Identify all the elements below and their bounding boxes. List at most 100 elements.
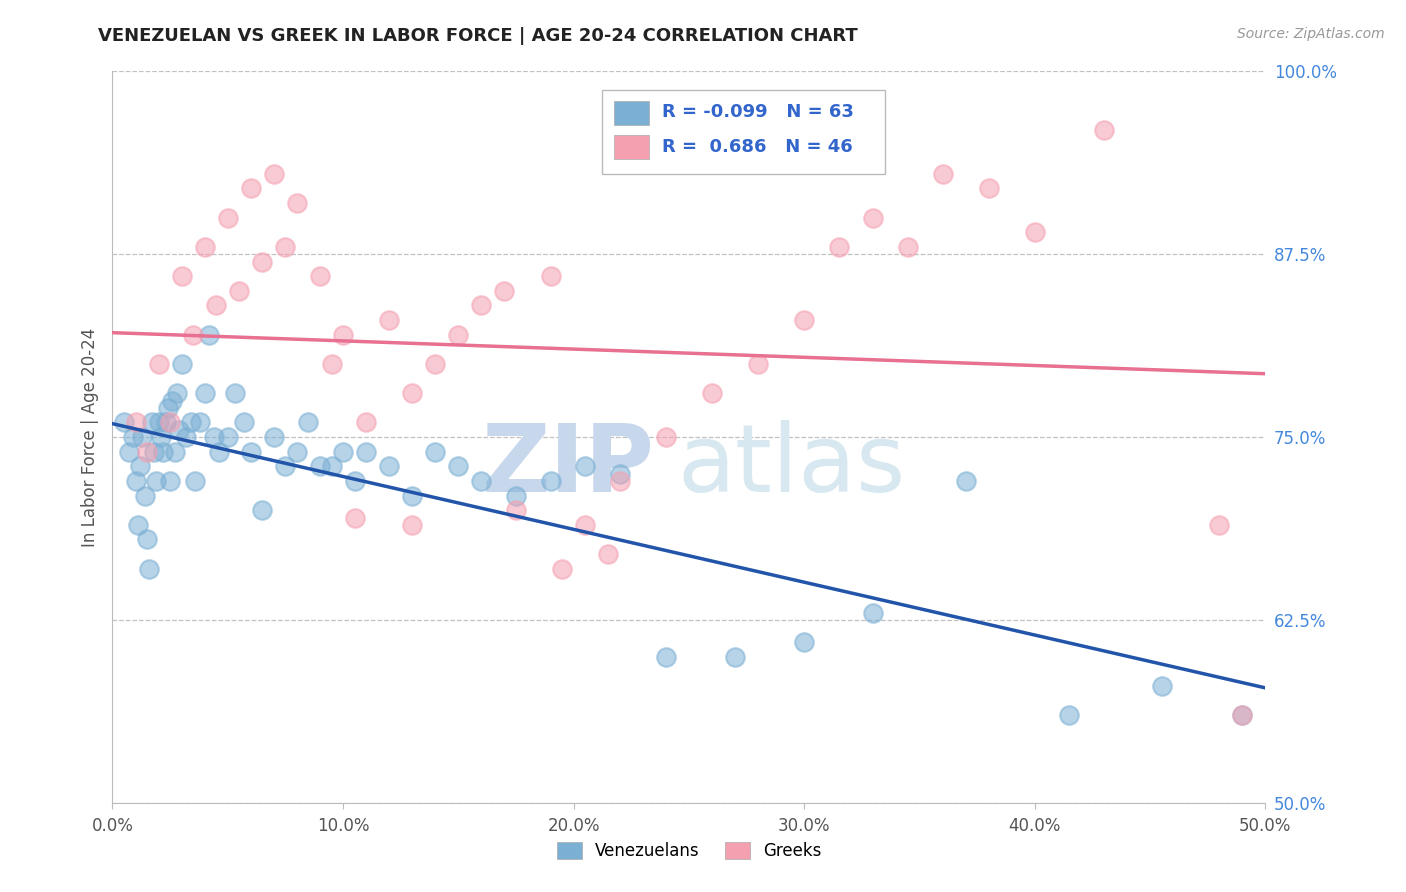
Point bbox=[232, 416, 254, 430]
Point bbox=[252, 503, 274, 517]
Point bbox=[655, 430, 678, 444]
Point bbox=[145, 474, 167, 488]
Point bbox=[117, 444, 139, 458]
Point bbox=[1232, 708, 1254, 723]
Point bbox=[609, 474, 631, 488]
Point bbox=[354, 416, 377, 430]
Point bbox=[470, 474, 492, 488]
Point bbox=[224, 386, 246, 401]
Point bbox=[159, 474, 181, 488]
Point bbox=[134, 489, 156, 503]
Text: R =  0.686   N = 46: R = 0.686 N = 46 bbox=[662, 137, 853, 156]
Point bbox=[155, 416, 177, 430]
Point bbox=[793, 635, 815, 649]
Point bbox=[598, 547, 620, 561]
Point bbox=[977, 181, 1000, 195]
Point bbox=[828, 240, 851, 254]
FancyBboxPatch shape bbox=[603, 90, 884, 174]
Point bbox=[138, 562, 160, 576]
Point bbox=[274, 240, 297, 254]
Point bbox=[202, 430, 225, 444]
Point bbox=[274, 459, 297, 474]
Point bbox=[148, 357, 170, 371]
Point bbox=[188, 416, 211, 430]
Point bbox=[184, 474, 207, 488]
Point bbox=[1150, 679, 1173, 693]
Point bbox=[141, 416, 163, 430]
Point bbox=[217, 430, 239, 444]
Point bbox=[297, 416, 319, 430]
Point bbox=[494, 284, 516, 298]
Point bbox=[198, 327, 221, 342]
Point bbox=[263, 167, 285, 181]
Point bbox=[285, 196, 308, 211]
Point bbox=[181, 327, 204, 342]
Point bbox=[136, 444, 159, 458]
Point bbox=[169, 423, 191, 437]
Point bbox=[447, 327, 470, 342]
Point bbox=[309, 269, 332, 284]
Point bbox=[217, 211, 239, 225]
Point bbox=[700, 386, 723, 401]
Point bbox=[747, 357, 769, 371]
Point bbox=[505, 489, 527, 503]
Point bbox=[180, 416, 202, 430]
Point bbox=[127, 517, 149, 532]
Point bbox=[205, 298, 228, 312]
Point bbox=[143, 444, 166, 458]
Point bbox=[174, 430, 197, 444]
Point bbox=[354, 444, 377, 458]
Point bbox=[540, 474, 562, 488]
Point bbox=[574, 459, 596, 474]
Point bbox=[228, 284, 250, 298]
Point bbox=[152, 444, 174, 458]
Point bbox=[124, 474, 146, 488]
Point bbox=[332, 327, 354, 342]
Point bbox=[166, 386, 188, 401]
Point bbox=[1232, 708, 1254, 723]
Point bbox=[321, 459, 343, 474]
Bar bbox=[614, 101, 648, 125]
Point bbox=[163, 444, 186, 458]
Point bbox=[1059, 708, 1081, 723]
Point bbox=[170, 269, 193, 284]
Point bbox=[425, 444, 447, 458]
Point bbox=[321, 357, 343, 371]
Point bbox=[378, 313, 401, 327]
Point bbox=[159, 416, 181, 430]
Point bbox=[470, 298, 492, 312]
Point bbox=[447, 459, 470, 474]
Text: VENEZUELAN VS GREEK IN LABOR FORCE | AGE 20-24 CORRELATION CHART: VENEZUELAN VS GREEK IN LABOR FORCE | AGE… bbox=[98, 27, 858, 45]
Point bbox=[955, 474, 977, 488]
Point bbox=[574, 517, 596, 532]
Point bbox=[505, 503, 527, 517]
Point bbox=[136, 533, 159, 547]
Point bbox=[332, 444, 354, 458]
Point bbox=[540, 269, 562, 284]
Text: atlas: atlas bbox=[678, 420, 905, 512]
Point bbox=[194, 386, 217, 401]
Point bbox=[897, 240, 920, 254]
Point bbox=[156, 401, 179, 415]
Point bbox=[609, 467, 631, 481]
Bar bbox=[614, 135, 648, 159]
Point bbox=[263, 430, 285, 444]
Point bbox=[207, 444, 229, 458]
Point bbox=[724, 649, 747, 664]
Point bbox=[1024, 225, 1046, 239]
Point bbox=[1208, 517, 1230, 532]
Point bbox=[862, 606, 884, 620]
Point bbox=[129, 459, 152, 474]
Point bbox=[285, 444, 308, 458]
Point bbox=[162, 393, 184, 408]
Y-axis label: In Labor Force | Age 20-24: In Labor Force | Age 20-24 bbox=[80, 327, 98, 547]
Legend: Venezuelans, Greeks: Venezuelans, Greeks bbox=[557, 842, 821, 860]
Point bbox=[425, 357, 447, 371]
Text: R = -0.099   N = 63: R = -0.099 N = 63 bbox=[662, 103, 855, 120]
Point bbox=[309, 459, 332, 474]
Text: Source: ZipAtlas.com: Source: ZipAtlas.com bbox=[1237, 27, 1385, 41]
Point bbox=[793, 313, 815, 327]
Point bbox=[112, 416, 135, 430]
Point bbox=[862, 211, 884, 225]
Point bbox=[378, 459, 401, 474]
